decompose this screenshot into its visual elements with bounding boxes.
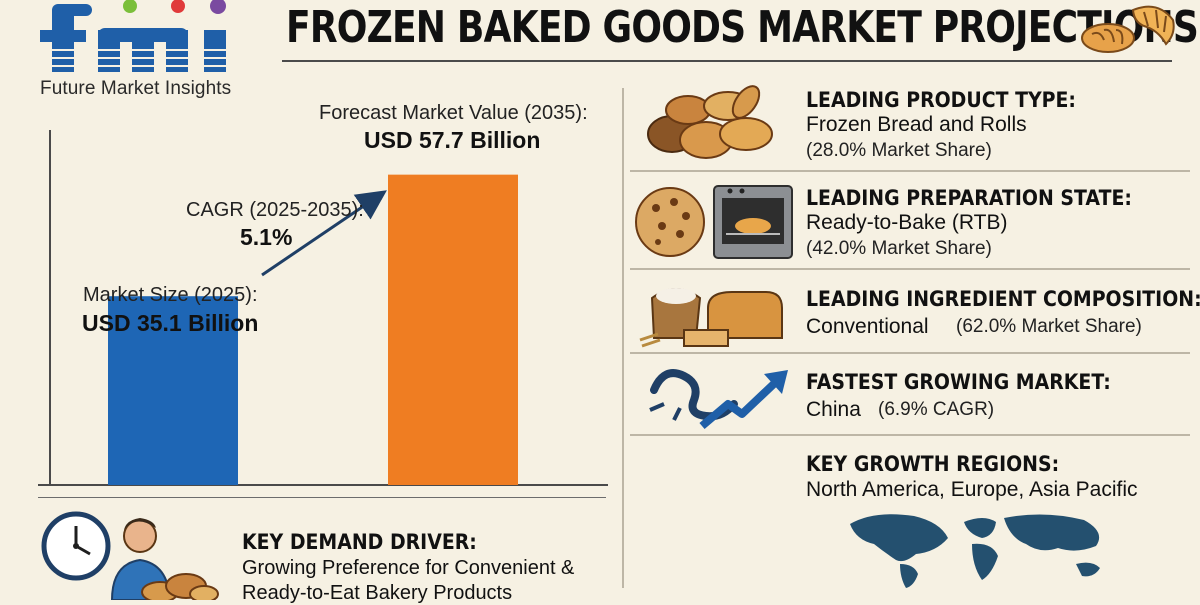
preparation-share: (42.0% Market Share): [806, 238, 992, 259]
market-size-value: USD 35.1 Billion: [82, 310, 259, 336]
growth-regions-heading: KEY GROWTH REGIONS:: [806, 452, 1060, 476]
pastries-icon: [141, 573, 219, 600]
growth-regions-value: North America, Europe, Asia Pacific: [806, 478, 1138, 501]
croissant-bread-icon: [1081, 5, 1175, 53]
row-separator: [630, 170, 1190, 172]
fmi-logo: [38, 0, 238, 72]
brand-name: Future Market Insights: [40, 78, 232, 99]
preparation-heading: LEADING PREPARATION STATE:: [806, 186, 1132, 210]
cagr-arrow: [261, 190, 387, 277]
clock-icon: [41, 511, 111, 581]
bread-basket-icon: [647, 85, 773, 159]
flour-bread-icon: [639, 288, 783, 348]
page-title: FROZEN BAKED GOODS MARKET PROJECTIONS: [286, 2, 1199, 53]
market-size-label: Market Size (2025):: [83, 284, 258, 306]
panel-divider: [622, 88, 624, 588]
bar-market-size-2025: [108, 296, 238, 485]
bar-forecast-2035: [388, 174, 518, 486]
row-separator: [630, 352, 1190, 354]
demand-driver-line-1: Growing Preference for Convenient &: [242, 557, 575, 579]
chart-bottom-rule: [38, 497, 606, 498]
cagr-value: 5.1%: [240, 224, 293, 250]
product-type-value: Frozen Bread and Rolls: [806, 113, 1027, 136]
demand-driver-heading: KEY DEMAND DRIVER:: [242, 530, 477, 554]
product-type-heading: LEADING PRODUCT TYPE:: [806, 88, 1076, 112]
dragon-growth-icon: [649, 369, 788, 430]
preparation-value: Ready-to-Bake (RTB): [806, 211, 1008, 234]
world-map-icon: [850, 514, 1100, 588]
cagr-label: CAGR (2025-2035):: [186, 199, 364, 221]
fastest-market-value: China: [806, 398, 861, 421]
forecast-value: USD 57.7 Billion: [364, 127, 541, 153]
fastest-market-cagr: (6.9% CAGR): [878, 399, 995, 420]
title-underline: [282, 60, 1172, 62]
row-separator: [630, 268, 1190, 270]
row-separator: [630, 434, 1190, 436]
ingredient-share: (62.0% Market Share): [956, 316, 1142, 337]
product-type-share: (28.0% Market Share): [806, 140, 992, 161]
ingredient-value: Conventional: [806, 315, 929, 338]
forecast-label: Forecast Market Value (2035):: [319, 102, 588, 124]
ingredient-heading: LEADING INGREDIENT COMPOSITION:: [806, 287, 1200, 311]
market-value-chart: [38, 130, 608, 486]
oven-icon: [635, 185, 793, 259]
demand-driver-line-2: Ready-to-Eat Bakery Products: [242, 582, 513, 604]
demand-driver-illustration: [41, 511, 219, 600]
fastest-market-heading: FASTEST GROWING MARKET:: [806, 370, 1111, 394]
